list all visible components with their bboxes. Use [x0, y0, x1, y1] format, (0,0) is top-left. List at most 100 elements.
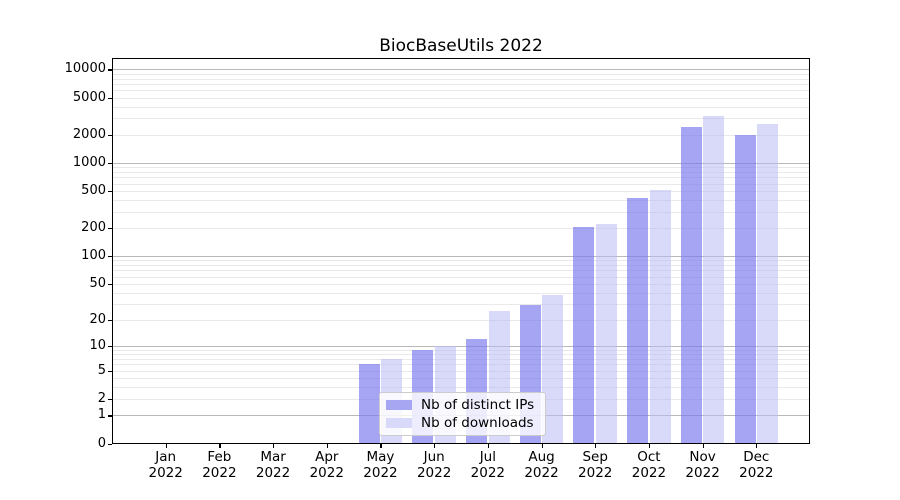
x-tick-label: Feb 2022: [189, 449, 249, 481]
gridline-minor: [112, 265, 810, 267]
x-tick: [434, 444, 436, 448]
y-tick-label: 5: [97, 362, 106, 378]
y-tick-label: 10000: [64, 61, 106, 77]
bar-ips-oct-2022: [627, 198, 649, 444]
gridline-minor: [112, 106, 810, 108]
gridline-minor: [112, 118, 810, 120]
x-tick: [756, 444, 758, 448]
x-tick-label-month: Nov: [689, 449, 716, 465]
y-tick: [108, 415, 112, 417]
x-tick-label-year: 2022: [685, 464, 720, 481]
x-tick-label-month: Jul: [479, 449, 496, 465]
x-tick-label-year: 2022: [578, 464, 613, 481]
x-tick-label-year: 2022: [470, 464, 506, 481]
x-tick-label-month: Apr: [315, 449, 339, 465]
y-tick: [108, 398, 112, 401]
gridline-minor: [112, 292, 810, 294]
x-tick-label-month: Oct: [637, 449, 661, 465]
legend-label-downloads: Nb of downloads: [421, 415, 534, 431]
gridline-minor: [112, 200, 810, 202]
gridline-minor: [112, 97, 810, 99]
y-tick-label: 100: [81, 248, 106, 264]
gridline-minor: [112, 364, 810, 366]
legend-item-distinct-ips: Nb of distinct IPs: [386, 397, 539, 413]
y-tick-label: 1000: [72, 154, 106, 170]
x-tick-label: Apr 2022: [297, 449, 357, 481]
y-tick-label: 10: [89, 338, 106, 354]
x-tick-label-year: 2022: [524, 464, 559, 481]
x-tick: [219, 444, 221, 448]
x-tick-label: Nov 2022: [673, 449, 733, 481]
gridline-major: [112, 69, 810, 71]
gridline-minor: [112, 304, 810, 306]
y-tick-label: 1: [97, 407, 106, 423]
y-tick-label: 5000: [72, 89, 106, 105]
gridline-minor: [112, 134, 810, 136]
gridline-minor: [112, 191, 810, 193]
x-tick-label-month: Jan: [155, 449, 177, 465]
legend-swatch-downloads-icon: [386, 418, 412, 428]
gridline-minor: [112, 211, 810, 213]
x-tick-label: Oct 2022: [619, 449, 679, 481]
y-tick: [108, 69, 112, 71]
y-tick: [108, 191, 112, 193]
gridline-major: [112, 162, 810, 164]
x-tick-label-year: 2022: [631, 464, 667, 481]
y-tick: [108, 319, 112, 322]
y-tick-label: 20: [89, 311, 106, 327]
legend-label-ips: Nb of distinct IPs: [421, 397, 535, 413]
x-tick-label-month: Mar: [260, 449, 286, 465]
gridline-minor: [112, 167, 810, 169]
y-tick-label: 2000: [72, 126, 106, 142]
gridline-minor: [112, 260, 810, 262]
y-tick: [108, 97, 112, 99]
gridline-major: [112, 346, 810, 348]
y-tick-label: 500: [81, 183, 106, 199]
gridline-minor: [112, 73, 810, 75]
gridline-minor: [112, 387, 810, 389]
y-tick: [108, 228, 112, 230]
bar-downloads-oct-2022: [649, 189, 671, 444]
x-tick-label: Aug 2022: [512, 449, 572, 481]
bar-ips-nov-2022: [680, 126, 702, 444]
x-tick-label-month: May: [366, 449, 395, 465]
bar-ips-may-2022: [358, 364, 380, 444]
x-tick-label-year: 2022: [739, 464, 774, 481]
x-tick-label-month: Jun: [423, 449, 445, 465]
bar-downloads-dec-2022: [757, 124, 779, 444]
x-tick: [273, 444, 275, 448]
legend-swatch-ips-icon: [386, 400, 412, 410]
x-tick-label-year: 2022: [309, 464, 344, 481]
y-tick-label: 50: [89, 275, 106, 291]
gridline-minor: [112, 270, 810, 272]
x-tick-label-month: Dec: [743, 449, 770, 465]
plot-area: Nb of distinct IPs Nb of downloads: [112, 58, 810, 444]
y-tick: [108, 443, 112, 445]
y-tick-label: 200: [81, 220, 106, 236]
gridline-minor: [112, 319, 810, 321]
x-tick-label-year: 2022: [202, 464, 237, 481]
x-tick-label-month: Aug: [528, 449, 555, 465]
x-tick: [648, 444, 651, 448]
x-tick: [326, 444, 328, 448]
x-tick-label-year: 2022: [363, 464, 398, 481]
bar-downloads-aug-2022: [542, 294, 564, 444]
gridline-minor: [112, 183, 810, 185]
x-tick-label: Sep 2022: [565, 449, 625, 481]
gridline-minor: [112, 276, 810, 278]
gridline-major: [112, 256, 810, 258]
bar-ips-dec-2022: [734, 135, 756, 444]
x-tick-label-year: 2022: [148, 464, 183, 481]
x-tick: [487, 444, 490, 448]
chart-title: BiocBaseUtils 2022: [379, 36, 543, 56]
bar-ips-sep-2022: [573, 227, 595, 444]
x-tick-label: May 2022: [350, 449, 410, 481]
x-tick: [541, 444, 543, 448]
x-tick-label-month: Feb: [207, 449, 232, 465]
gridline-minor: [112, 359, 810, 361]
x-tick-label: Dec 2022: [726, 449, 786, 481]
y-tick-label: 2: [97, 390, 106, 406]
gridline-minor: [112, 172, 810, 173]
y-tick: [108, 283, 112, 286]
